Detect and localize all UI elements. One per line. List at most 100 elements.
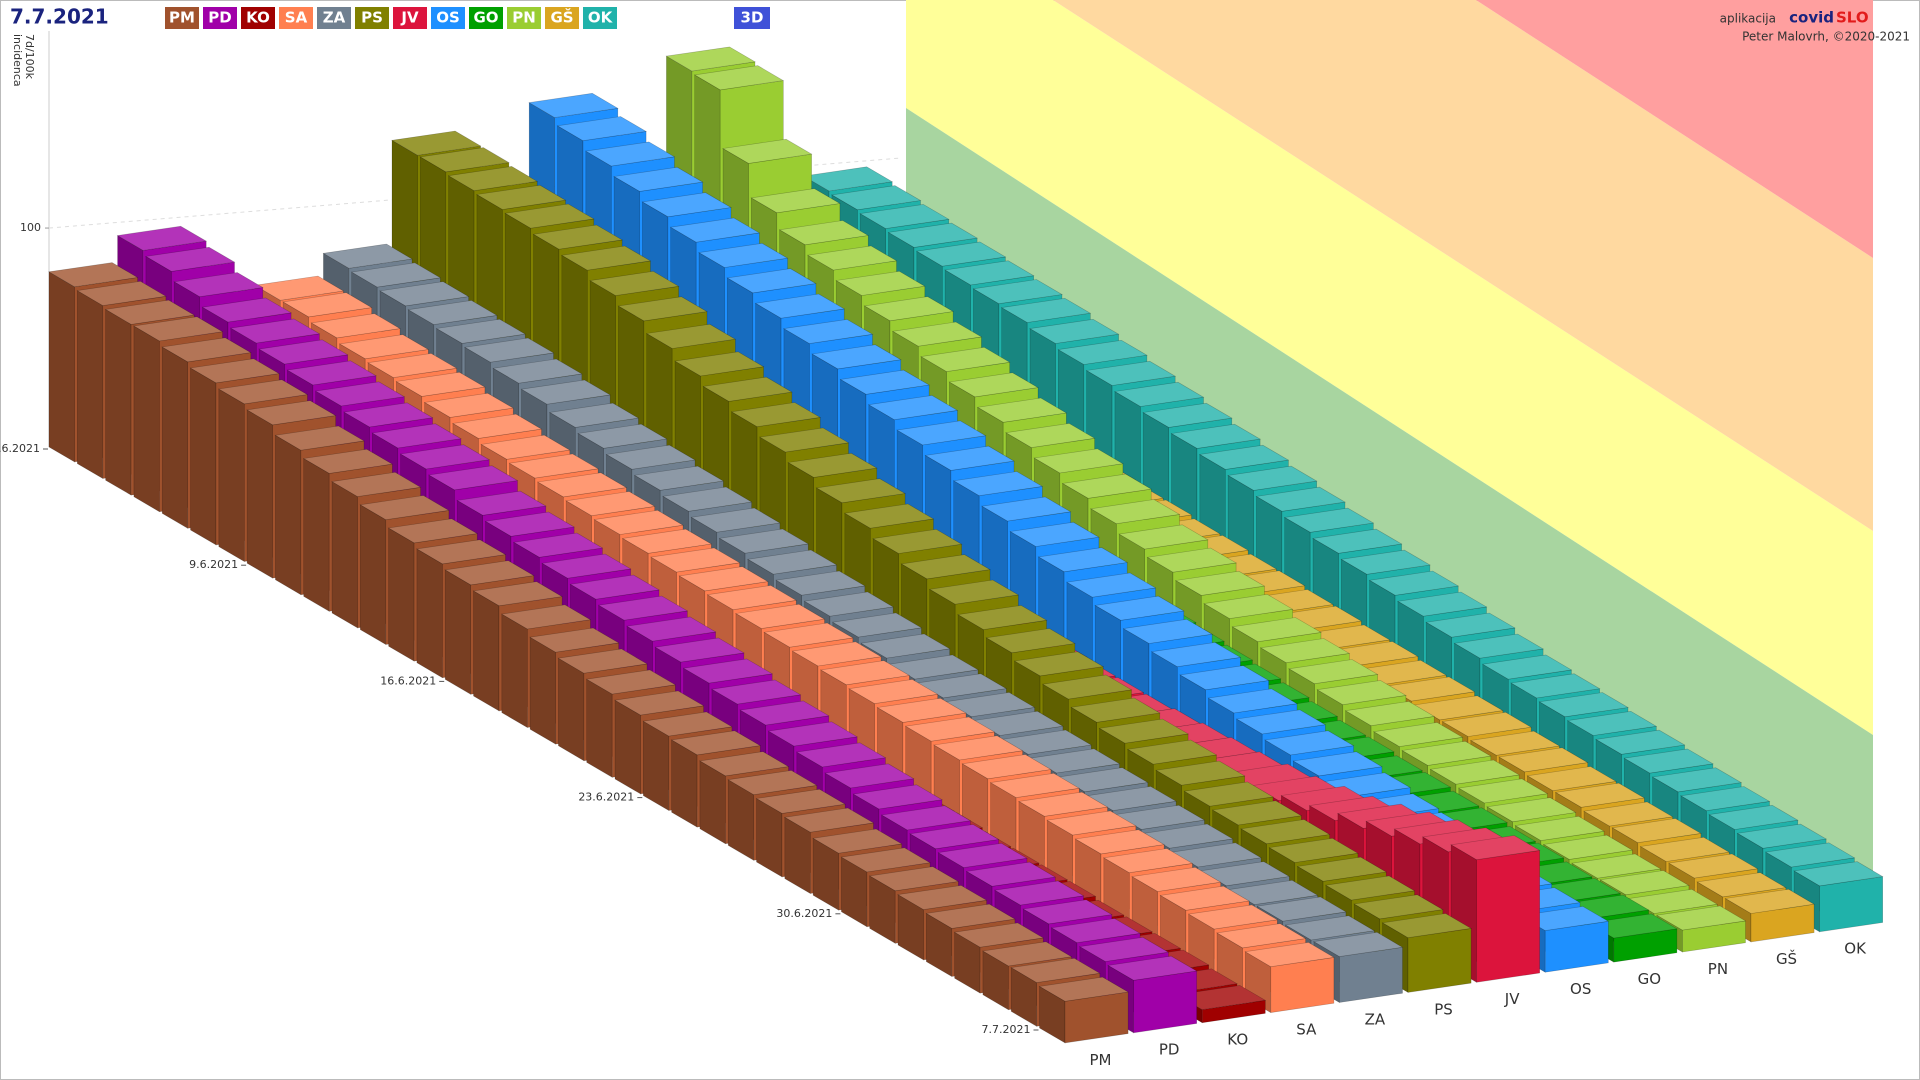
bar-top — [1255, 486, 1346, 512]
legend-swatch[interactable] — [203, 7, 237, 29]
bar-top — [258, 339, 349, 365]
bar-top — [669, 217, 761, 243]
legend-label: KO — [246, 9, 270, 27]
bar-top — [860, 633, 951, 659]
bar-top — [674, 351, 765, 377]
bar-top — [1131, 866, 1222, 892]
legend-swatch[interactable] — [279, 7, 313, 29]
bar-top — [548, 402, 640, 428]
bar-top — [379, 281, 470, 307]
bar-top — [302, 448, 394, 474]
bar-top — [759, 427, 850, 453]
legend-swatch[interactable] — [583, 7, 617, 29]
bar-top — [331, 471, 422, 497]
bar-top — [1098, 718, 1189, 744]
bar-side — [190, 367, 217, 546]
bar-top — [985, 628, 1076, 654]
legend-swatch[interactable] — [545, 7, 579, 29]
legend-swatch[interactable] — [317, 7, 351, 29]
bar-top — [1179, 665, 1270, 691]
date-label: 7.7.2021 — [982, 1023, 1031, 1036]
region-label: GO — [1638, 970, 1661, 988]
bar-top — [965, 861, 1057, 887]
legend-swatch[interactable] — [469, 7, 503, 29]
bar-top — [819, 660, 911, 686]
bar-top — [286, 360, 377, 386]
bar-top — [371, 423, 462, 449]
bar-top — [641, 192, 732, 218]
bar-top — [282, 292, 373, 318]
legend-label: ZA — [323, 9, 346, 27]
bar-top — [880, 805, 972, 831]
bar-top — [928, 579, 1020, 605]
bar-top — [872, 528, 963, 554]
legend-swatch[interactable] — [393, 7, 427, 29]
bar-top — [783, 807, 875, 833]
bar-top — [982, 941, 1073, 967]
bar-top — [1240, 819, 1331, 845]
bar-top — [787, 452, 878, 478]
bar-top — [395, 371, 486, 397]
bar-top — [1070, 697, 1161, 723]
bar-top — [1033, 448, 1124, 474]
legend-swatch[interactable] — [355, 7, 389, 29]
credit-author: Peter Malovrh, ©2020-2021 — [1742, 30, 1910, 44]
bar-top — [1708, 804, 1799, 830]
bar-side — [77, 290, 104, 480]
bar-top — [1397, 591, 1488, 617]
date-title: 7.7.2021 — [10, 5, 109, 29]
legend-label: OS — [436, 9, 460, 27]
legend-label: SA — [285, 9, 308, 27]
bar-top — [755, 788, 846, 814]
region-label: ZA — [1365, 1010, 1386, 1028]
legend: PM PD KO SA ZA PS JV OS GO PN GŠ OK — [165, 7, 617, 29]
bar-front — [1339, 946, 1403, 1003]
bar-top — [1325, 875, 1416, 901]
bar-top — [1203, 593, 1294, 619]
bar-top — [735, 603, 826, 629]
legend-label: PD — [208, 9, 231, 27]
bar-top — [848, 679, 939, 704]
bar-top — [1010, 957, 1101, 983]
bar-top — [698, 242, 789, 268]
mode-button[interactable] — [734, 7, 770, 29]
bar-top — [718, 528, 810, 554]
bar-top — [1268, 837, 1359, 863]
bar-top — [1066, 572, 1157, 598]
legend-label: PM — [169, 9, 195, 27]
bar-side — [586, 678, 613, 778]
bar-top — [711, 679, 802, 705]
bar-side — [218, 388, 245, 563]
bar-top — [722, 138, 813, 164]
bar-top — [116, 225, 208, 251]
bar-top — [1441, 711, 1532, 737]
bar-top — [435, 318, 527, 344]
bar-top — [730, 402, 822, 428]
region-label: GŠ — [1776, 949, 1797, 968]
date-label: 30.6.2021 — [776, 907, 832, 920]
region-label: JV — [1504, 990, 1520, 1008]
bar-top — [1639, 836, 1731, 862]
bar-top — [1159, 885, 1250, 911]
bar-top — [1599, 870, 1690, 896]
legend-swatch[interactable] — [507, 7, 541, 29]
legend-swatch[interactable] — [431, 7, 465, 29]
bar-top — [682, 658, 774, 684]
bar-top — [783, 319, 874, 344]
bar-top — [831, 612, 923, 638]
bar-top — [1227, 465, 1318, 491]
bar-top — [48, 262, 139, 288]
bar-top — [480, 434, 571, 460]
bar-top — [852, 784, 943, 810]
bar-top — [556, 116, 647, 142]
bar-side — [48, 271, 75, 463]
legend-swatch[interactable] — [241, 7, 275, 29]
bar-side — [388, 527, 415, 662]
legend-swatch[interactable] — [165, 7, 199, 29]
bar-top — [541, 553, 632, 579]
bar-top — [1566, 710, 1658, 736]
bar-top — [529, 627, 620, 653]
bar-top — [1183, 781, 1274, 807]
bar-top — [359, 495, 450, 521]
credit-brand: covid — [1789, 9, 1834, 27]
